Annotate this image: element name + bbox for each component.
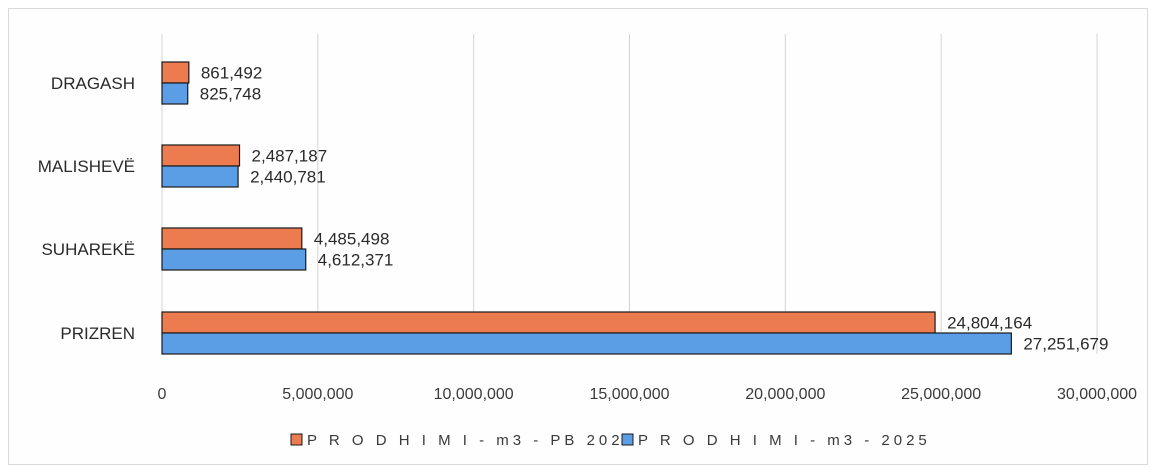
bar — [161, 144, 241, 167]
data-label: 825,748 — [200, 85, 261, 104]
bar — [161, 165, 239, 188]
x-tick-label: 10,000,000 — [434, 386, 514, 403]
bar — [161, 82, 189, 105]
data-label: 27,251,679 — [1023, 335, 1108, 354]
x-tick-label: 15,000,000 — [589, 386, 669, 403]
x-tick-label: 20,000,000 — [745, 386, 825, 403]
category-label: MALISHEVË — [38, 157, 135, 176]
x-tick-label: 5,000,000 — [282, 386, 353, 403]
bar — [161, 311, 936, 334]
category-label: PRIZREN — [60, 324, 135, 343]
data-label: 2,487,187 — [252, 147, 328, 166]
data-labels: 861,492 825,748 2,487,187 2,440,781 4,485,49… — [200, 64, 1109, 354]
category-label: SUHAREKË — [41, 240, 135, 259]
x-tick-label: 0 — [158, 386, 167, 403]
data-label: 4,612,371 — [318, 251, 394, 270]
bar — [161, 332, 1012, 355]
chart-frame: 861,492 825,748 2,487,187 2,440,781 4,485,49… — [8, 8, 1148, 465]
bar — [161, 227, 303, 250]
legend: P R O D H I M I - m3 - PB 2025 P R O D H … — [290, 432, 931, 449]
legend-swatch — [621, 433, 634, 446]
x-tick-label: 30,000,000 — [1057, 386, 1137, 403]
category-label: DRAGASH — [51, 74, 135, 93]
bar-chart: 861,492 825,748 2,487,187 2,440,781 4,485,49… — [38, 34, 1138, 449]
data-label: 2,440,781 — [250, 168, 326, 187]
data-label: 4,485,498 — [314, 230, 390, 249]
x-tick-label: 25,000,000 — [901, 386, 981, 403]
x-tick-labels: 0 5,000,000 10,000,000 15,000,000 20,000,000… — [158, 386, 1138, 403]
legend-label: P R O D H I M I - m3 - 2025 — [638, 432, 931, 449]
category-labels: DRAGASH MALISHEVË SUHAREKË PRIZREN — [38, 74, 135, 343]
legend-swatch — [290, 433, 303, 446]
bars — [161, 61, 1012, 355]
bar — [161, 61, 190, 84]
legend-label: P R O D H I M I - m3 - PB 2025 — [307, 432, 636, 449]
data-label: 24,804,164 — [947, 314, 1032, 333]
data-label: 861,492 — [201, 64, 262, 83]
bar — [161, 248, 307, 271]
gridlines — [161, 34, 1098, 354]
